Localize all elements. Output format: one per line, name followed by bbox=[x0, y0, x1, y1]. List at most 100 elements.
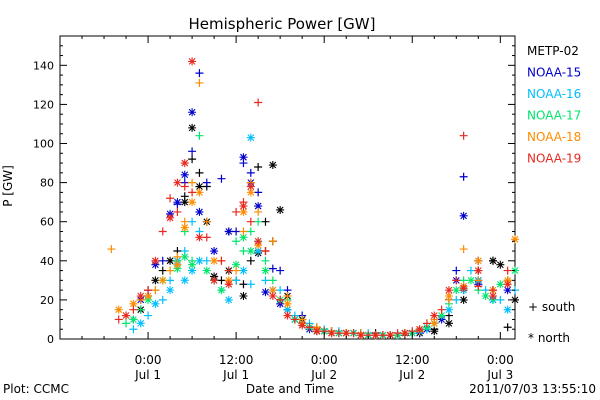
marker-legend-south: + south bbox=[528, 300, 575, 314]
footer-center: Date and Time bbox=[246, 382, 334, 396]
point-north-s0-24 bbox=[444, 319, 453, 328]
point-north-s4-8 bbox=[210, 256, 219, 265]
marker-legend-north: * north bbox=[528, 331, 570, 345]
point-south-s1-5 bbox=[188, 147, 197, 156]
point-south-s5-8 bbox=[202, 233, 211, 242]
point-south-s1-29 bbox=[459, 172, 468, 181]
point-north-s2-10 bbox=[246, 133, 255, 142]
point-south-s5-11 bbox=[232, 207, 241, 216]
point-south-s2-3 bbox=[166, 276, 175, 285]
point-south-s5-18 bbox=[305, 323, 314, 332]
point-north-s5-12 bbox=[254, 237, 263, 246]
point-south-s3-14 bbox=[261, 256, 270, 265]
point-north-s3-25 bbox=[466, 276, 475, 285]
point-north-s4-30 bbox=[511, 235, 519, 244]
x-tick-time-2: 0:00 bbox=[311, 353, 338, 367]
point-north-s4-25 bbox=[444, 291, 453, 300]
point-north-s1-26 bbox=[459, 211, 468, 220]
point-north-s5-8 bbox=[210, 276, 219, 285]
y-axis-label: P [GW] bbox=[1, 165, 15, 207]
point-north-s0-5 bbox=[195, 182, 204, 191]
y-tick-label-3: 60 bbox=[40, 216, 54, 229]
point-south-s0-4 bbox=[188, 155, 197, 164]
point-south-s4-7 bbox=[188, 178, 197, 187]
y-tick-label-2: 40 bbox=[40, 255, 54, 268]
legend: METP-02 NOAA-15 NOAA-16 NOAA-17 NOAA-18 NOAA-… bbox=[527, 44, 581, 166]
point-north-s3-9 bbox=[239, 233, 248, 242]
point-south-s4-29 bbox=[459, 245, 468, 254]
point-north-s3-0 bbox=[129, 315, 138, 324]
point-south-s4-9 bbox=[202, 217, 211, 226]
point-north-s0-9 bbox=[239, 291, 248, 300]
point-south-s0-31 bbox=[503, 323, 512, 332]
point-south-s1-11 bbox=[246, 168, 255, 177]
point-north-s0-2 bbox=[166, 256, 175, 265]
point-south-s3-15 bbox=[268, 276, 277, 285]
point-north-s3-27 bbox=[496, 280, 505, 289]
point-north-s2-1 bbox=[151, 299, 160, 308]
point-south-s3-12 bbox=[246, 227, 255, 236]
legend-entry-3: NOAA-17 bbox=[527, 109, 581, 123]
point-south-s5-20 bbox=[334, 329, 343, 338]
point-south-s1-14 bbox=[268, 264, 277, 273]
point-north-s2-24 bbox=[444, 305, 453, 314]
point-north-s3-11 bbox=[261, 266, 270, 275]
point-south-s0-7 bbox=[217, 276, 226, 285]
point-south-s2-0 bbox=[129, 325, 138, 334]
point-south-s1-8 bbox=[217, 174, 226, 183]
point-south-s5-16 bbox=[276, 295, 285, 304]
point-south-s1-15 bbox=[276, 266, 285, 275]
point-north-s2-4 bbox=[180, 276, 189, 285]
point-south-s4-17 bbox=[283, 291, 292, 300]
point-north-s1-12 bbox=[261, 288, 270, 297]
point-south-s5-6 bbox=[180, 182, 189, 191]
y-tick-label-5: 100 bbox=[33, 138, 54, 151]
point-north-s4-7 bbox=[195, 188, 204, 197]
point-south-s5-2 bbox=[144, 286, 153, 295]
point-north-s5-3 bbox=[166, 213, 175, 222]
point-south-s1-6 bbox=[195, 69, 204, 78]
point-north-s1-5 bbox=[188, 108, 197, 117]
point-north-s1-7 bbox=[210, 247, 219, 256]
point-north-s4-3 bbox=[158, 276, 167, 285]
point-north-s5-29 bbox=[503, 280, 512, 289]
x-tick-date-1: Jul 1 bbox=[222, 368, 249, 382]
point-south-s0-5 bbox=[195, 168, 204, 177]
point-north-s5-26 bbox=[459, 284, 468, 293]
point-south-s1-2 bbox=[158, 256, 167, 265]
point-south-s2-13 bbox=[261, 276, 270, 285]
point-south-s1-9 bbox=[232, 227, 241, 236]
point-south-s0-13 bbox=[261, 217, 270, 226]
point-north-s3-7 bbox=[217, 286, 226, 295]
point-south-s5-30 bbox=[474, 282, 483, 291]
x-tick-time-4: 0:00 bbox=[487, 353, 514, 367]
point-south-s5-15 bbox=[261, 247, 270, 256]
point-north-s3-10 bbox=[246, 247, 255, 256]
point-south-s5-17 bbox=[290, 315, 299, 324]
point-north-s3-4 bbox=[180, 252, 189, 261]
point-north-s1-4 bbox=[180, 170, 189, 179]
point-south-s5-1 bbox=[129, 305, 138, 314]
point-north-s5-22 bbox=[400, 329, 409, 338]
point-south-s3-11 bbox=[239, 247, 248, 256]
chart-title: Hemispheric Power [GW] bbox=[189, 15, 376, 33]
x-tick-date-3: Jul 2 bbox=[398, 368, 425, 382]
point-north-s0-28 bbox=[496, 260, 505, 269]
point-north-s2-5 bbox=[188, 266, 197, 275]
point-north-s0-23 bbox=[430, 327, 439, 336]
point-north-s5-15 bbox=[298, 321, 307, 330]
point-north-s2-28 bbox=[503, 305, 512, 314]
y-axis: 0 20 40 60 80 100 120 140 bbox=[33, 45, 515, 346]
point-south-s5-24 bbox=[393, 329, 402, 338]
point-north-s4-0 bbox=[114, 305, 123, 314]
point-north-s1-11 bbox=[254, 202, 263, 211]
point-north-s2-6 bbox=[195, 256, 204, 265]
point-south-s5-3 bbox=[158, 227, 167, 236]
y-tick-label-0: 0 bbox=[47, 333, 54, 346]
y-tick-label-6: 120 bbox=[33, 98, 54, 111]
point-south-s0-11 bbox=[246, 256, 255, 265]
point-north-s5-6 bbox=[188, 57, 197, 66]
plot-frame bbox=[59, 35, 516, 340]
